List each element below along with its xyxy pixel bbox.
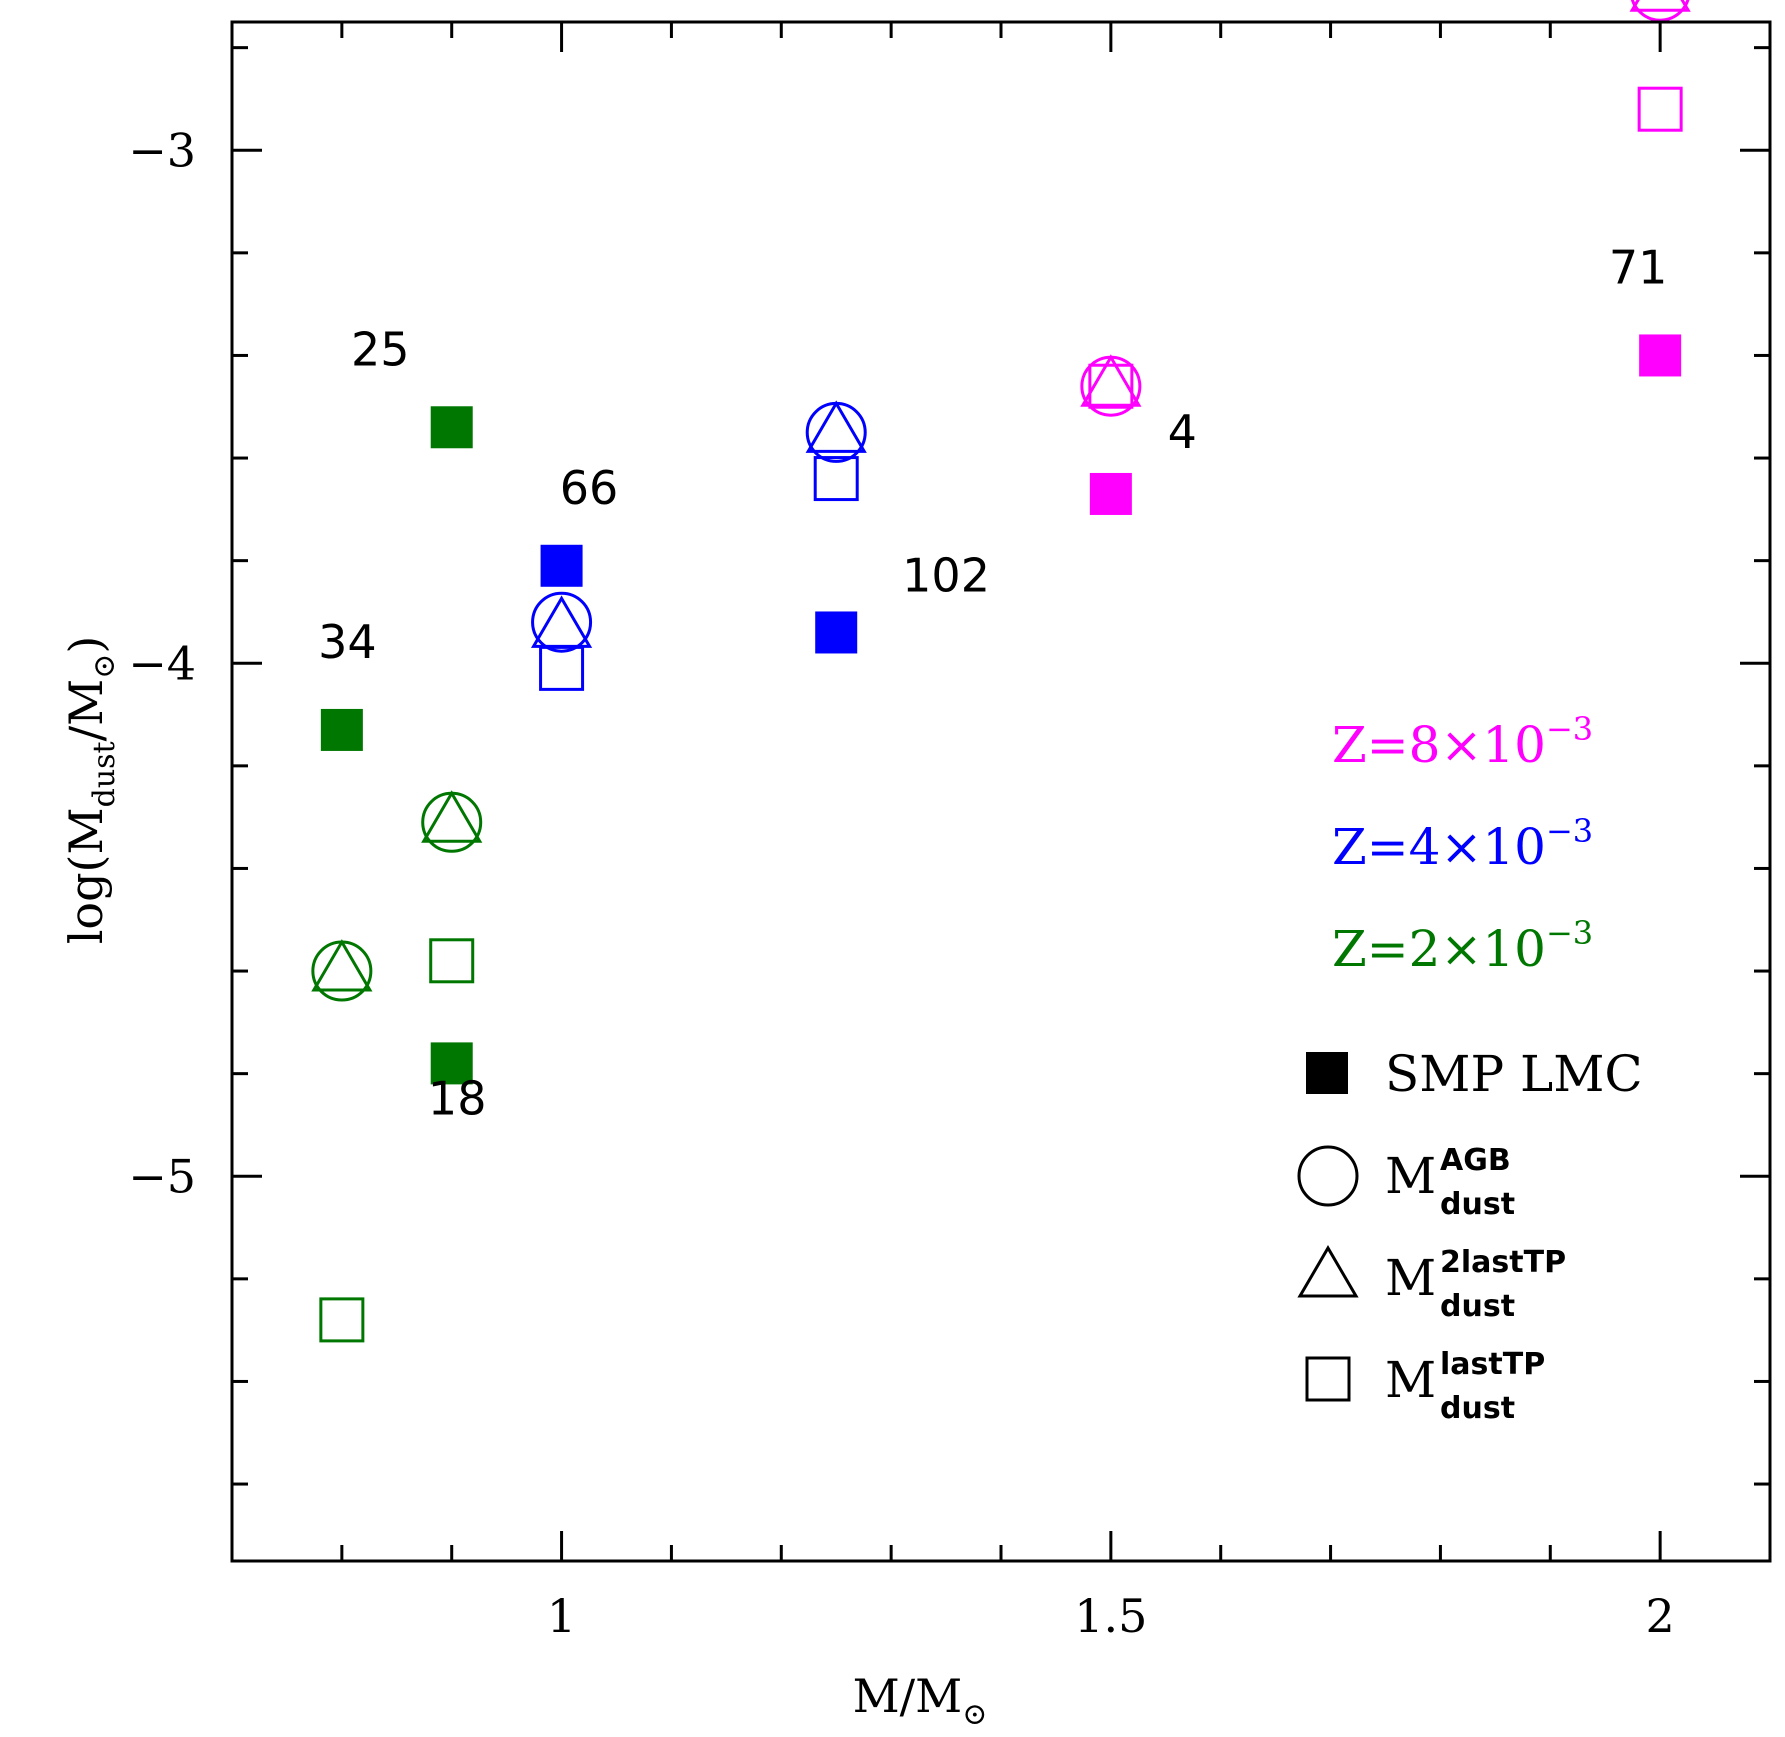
lasttp-dust-point: [1637, 86, 1683, 132]
2lasttp-dust-point: [805, 400, 867, 453]
smp-lmc-point: [430, 1042, 473, 1085]
legend-z8-label: Z=8×10: [1332, 716, 1546, 774]
smp-lmc-point: [430, 406, 473, 449]
legend-z4-label: Z=4×10: [1332, 818, 1546, 876]
smp-lmc-point: [320, 708, 363, 751]
lasttp-dust-point: [429, 938, 475, 984]
lasttp-dust-point: [539, 645, 585, 691]
x-tick-label: 1.5: [1074, 1589, 1147, 1643]
legend-m-agb-sub: dust: [1440, 1187, 1515, 1222]
y-tick-label: −4: [128, 636, 196, 690]
legend-z4: Z=4×10−3: [1332, 812, 1593, 876]
legend-open-circle-icon: [1297, 1145, 1359, 1207]
legend-open-square-icon: [1305, 1356, 1351, 1402]
x-axis-title-main: M/M: [853, 1669, 963, 1723]
legend-open-triangle-icon: [1297, 1245, 1359, 1298]
point-annotation: 18: [428, 1072, 487, 1126]
legend-m-lasttp-sup: lastTP: [1440, 1347, 1545, 1382]
legend-z2-exp: −3: [1546, 914, 1593, 952]
agb-dust-point: [531, 591, 593, 653]
legend-m-lasttp-sub: dust: [1440, 1391, 1515, 1426]
smp-lmc-point: [815, 611, 858, 654]
x-axis-title: M/M⊙: [853, 1669, 988, 1732]
legend-m-agb: M: [1385, 1147, 1436, 1205]
legend-z8-exp: −3: [1546, 710, 1593, 748]
legend-smp-lmc: SMP LMC: [1385, 1045, 1643, 1103]
lasttp-dust-point: [813, 456, 859, 502]
y-axis-title-sub2: ⊙: [87, 654, 122, 679]
legend-m-lasttp: M: [1385, 1351, 1436, 1409]
legend-m-agb-sup: AGB: [1440, 1143, 1511, 1178]
legend-z2-label: Z=2×10: [1332, 920, 1546, 978]
lasttp-dust-point: [1088, 363, 1134, 409]
legend-z8: Z=8×10−3: [1332, 710, 1593, 774]
legend-filled-square-icon: [1306, 1052, 1348, 1094]
agb-dust-point: [1630, 0, 1690, 22]
y-axis-title: log(Mdust/M⊙): [59, 636, 122, 945]
point-annotation: 4: [1168, 405, 1197, 459]
point-annotations: 25 66 34 102 4 71 18: [318, 241, 1667, 1126]
legend-m-2lasttp-sub: dust: [1440, 1289, 1515, 1324]
x-tick-label: 1: [547, 1589, 576, 1643]
axis-ticks: [230, 22, 1772, 1561]
x-tick-label: 2: [1646, 1589, 1675, 1643]
x-axis-title-sub: ⊙: [962, 1697, 987, 1732]
point-annotation: 66: [560, 461, 619, 515]
legend-m-2lasttp-sup: 2lastTP: [1440, 1245, 1566, 1280]
y-axis-title-sub1: dust: [87, 741, 122, 807]
point-annotation: 71: [1609, 241, 1668, 295]
lasttp-dust-point: [319, 1297, 365, 1343]
legend-m-2lasttp: M: [1385, 1249, 1436, 1307]
2lasttp-dust-point: [1080, 354, 1142, 407]
legend: Z=8×10−3 Z=4×10−3 Z=2×10−3 SMP LMC M AGB…: [1297, 710, 1643, 1426]
data-points: [311, 0, 1691, 1343]
legend-z4-exp: −3: [1546, 812, 1593, 850]
point-annotation: 34: [318, 615, 377, 669]
y-tick-label: −3: [128, 123, 196, 177]
y-axis-title-mid: /M: [59, 679, 113, 742]
smp-lmc-point: [540, 544, 583, 587]
2lasttp-dust-point: [421, 790, 483, 843]
legend-z2: Z=2×10−3: [1332, 914, 1593, 978]
smp-lmc-point: [1639, 334, 1682, 377]
y-tick-label: −5: [128, 1149, 196, 1203]
point-annotation: 25: [351, 323, 410, 377]
point-annotation: 102: [902, 548, 990, 602]
y-axis-title-end: ): [59, 636, 113, 654]
y-axis-title-main: log(M: [59, 807, 113, 944]
2lasttp-dust-point: [530, 595, 593, 648]
plot-frame: [230, 20, 1772, 1563]
axis-tick-labels: 1 1.5 2 −5 −4 −3: [128, 123, 1675, 1643]
smp-lmc-point: [1089, 472, 1132, 515]
2lasttp-dust-point: [311, 939, 373, 992]
2lasttp-dust-point: [1629, 0, 1691, 12]
